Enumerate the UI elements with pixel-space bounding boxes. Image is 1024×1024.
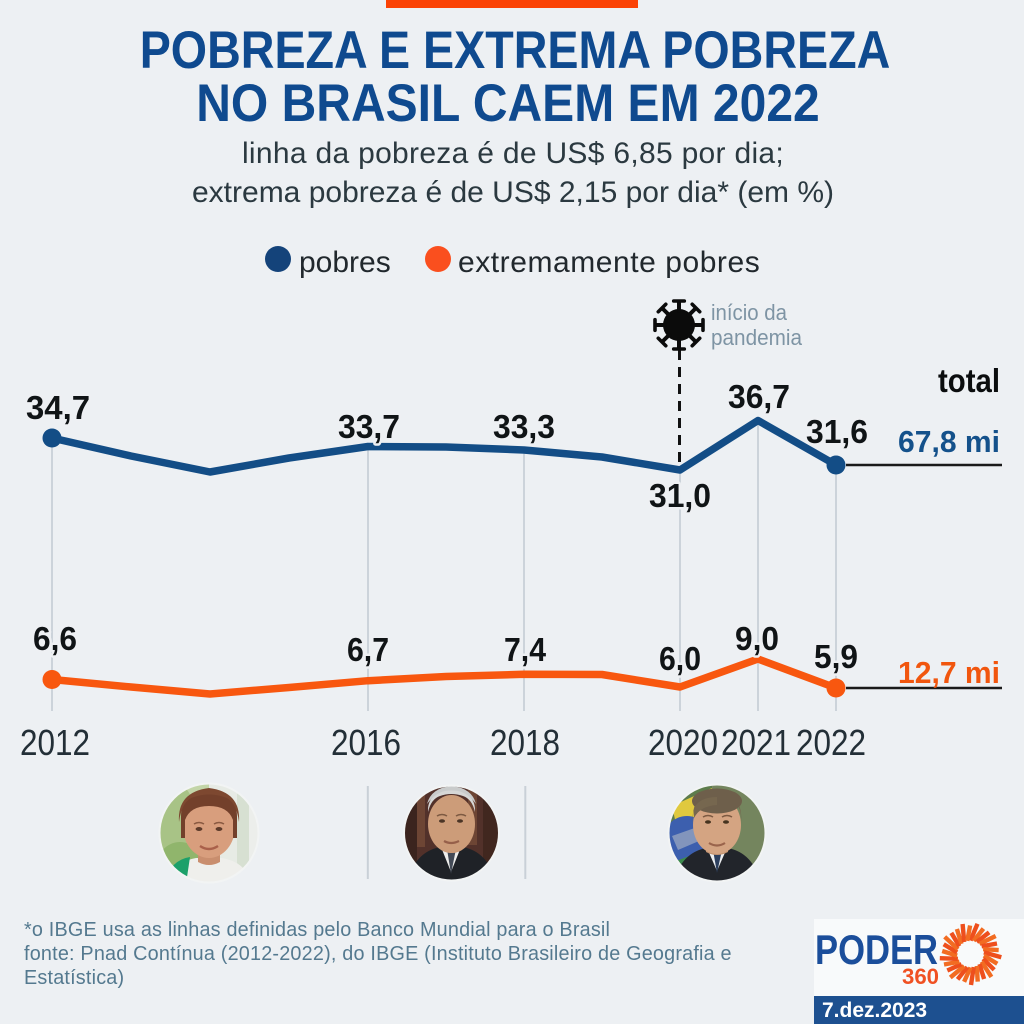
svg-text:2016: 2016 <box>331 722 401 763</box>
svg-text:9,0: 9,0 <box>735 620 779 657</box>
svg-text:5,9: 5,9 <box>814 638 858 675</box>
svg-text:31,0: 31,0 <box>649 477 711 514</box>
svg-text:PODER: PODER <box>815 926 938 973</box>
svg-text:6,7: 6,7 <box>347 631 389 668</box>
svg-text:6,6: 6,6 <box>33 620 77 657</box>
svg-text:12,7 mi: 12,7 mi <box>898 655 1000 690</box>
svg-text:34,7: 34,7 <box>26 389 90 426</box>
svg-text:6,0: 6,0 <box>659 640 701 677</box>
svg-text:2020: 2020 <box>648 722 718 763</box>
svg-text:total: total <box>938 362 1000 399</box>
svg-text:33,3: 33,3 <box>493 408 555 445</box>
svg-text:pandemia: pandemia <box>711 325 803 350</box>
svg-text:2012: 2012 <box>20 722 90 763</box>
svg-text:7.dez.2023: 7.dez.2023 <box>822 999 927 1022</box>
svg-text:33,7: 33,7 <box>338 408 400 445</box>
svg-text:2021: 2021 <box>721 722 791 763</box>
svg-text:31,6: 31,6 <box>806 413 868 450</box>
svg-text:2018: 2018 <box>490 722 560 763</box>
svg-text:67,8 mi: 67,8 mi <box>898 424 1000 459</box>
svg-text:início da: início da <box>711 300 788 325</box>
svg-text:36,7: 36,7 <box>728 378 790 415</box>
svg-text:2022: 2022 <box>796 722 866 763</box>
svg-text:360: 360 <box>902 964 939 989</box>
svg-text:7,4: 7,4 <box>504 631 547 668</box>
